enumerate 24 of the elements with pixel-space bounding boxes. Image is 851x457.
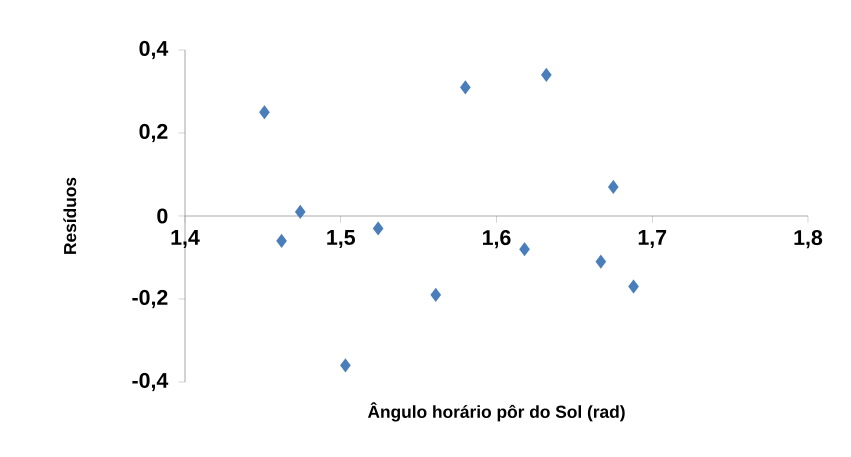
point (430, 288, 442, 302)
x-tick-label: 1,5 (327, 230, 355, 248)
point (294, 204, 306, 219)
y-tick-label: -0,4 (132, 372, 168, 392)
point (460, 80, 471, 94)
point (340, 358, 351, 372)
point (628, 280, 639, 294)
y-tick-label: 0 (157, 208, 168, 224)
x-tick-label: 1,7 (638, 230, 666, 248)
point (608, 180, 619, 194)
point (276, 234, 287, 248)
point (519, 242, 530, 256)
x-tick-label: 1,4 (172, 230, 200, 248)
x-tick-label: 1,8 (794, 230, 822, 248)
y-axis-title: Resíduos (63, 178, 76, 254)
point (372, 222, 384, 236)
y-tick-label: 0,4 (139, 40, 168, 60)
y-tick-label: -0,2 (132, 290, 168, 308)
point (596, 254, 606, 269)
y-tick-label: 0,2 (139, 124, 168, 142)
x-tick-label: 1,6 (483, 230, 511, 248)
x-axis-title: Ângulo horário pôr do Sol (rad) (368, 402, 625, 422)
point (259, 105, 270, 120)
point (541, 68, 552, 82)
